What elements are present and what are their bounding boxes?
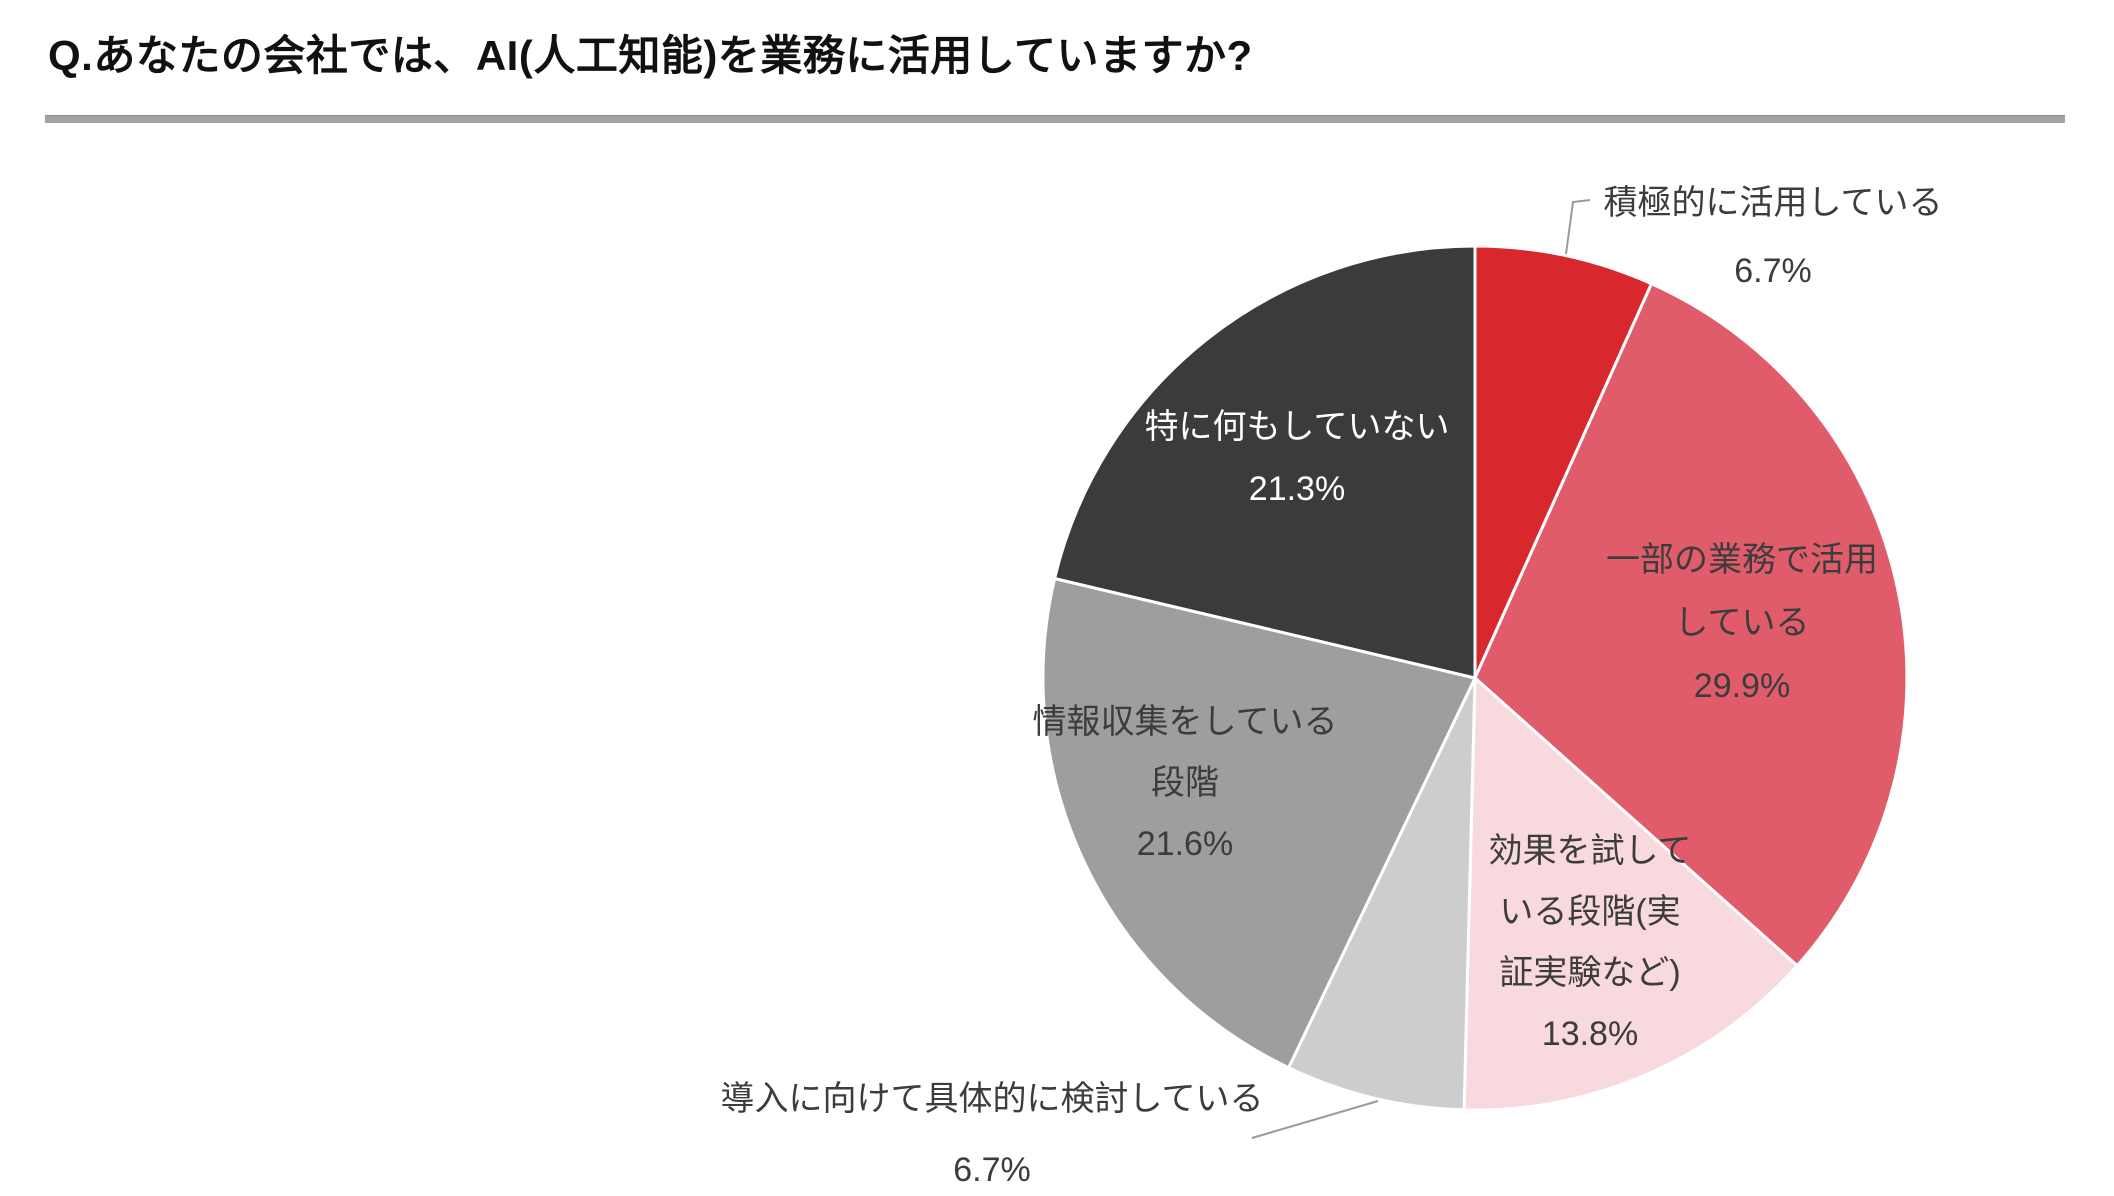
slice-label-4-line-2: 6.7%	[953, 1151, 1031, 1189]
pie-slice-6	[1053, 244, 1477, 680]
pie-slice-5	[1041, 577, 1477, 1070]
pie-slice-1	[1473, 244, 1653, 680]
pie-slice-3	[1462, 676, 1799, 1112]
slice-label-1-line-2: 6.7%	[1734, 252, 1812, 290]
pie-slice-4	[1287, 676, 1477, 1112]
slice-label-3-line-4: 13.8%	[1542, 1015, 1638, 1053]
slice-label-5-line-1: 情報収集をしている	[1033, 703, 1338, 741]
leader-line-2	[1251, 1100, 1379, 1139]
question-title: Q.あなたの会社では、AI(人工知能)を業務に活用していますか?	[48, 32, 1253, 79]
slice-label-2-line-1: 一部の業務で活用	[1606, 541, 1878, 579]
slice-label-3-line-2: いる段階(実	[1499, 893, 1680, 931]
slice-label-1-line-1: 積極的に活用している	[1604, 184, 1943, 222]
slice-label-3-line-3: 証実験など)	[1499, 954, 1680, 992]
slice-label-3-line-1: 効果を試して	[1489, 832, 1692, 870]
pie-slice-2	[1473, 282, 1909, 968]
slice-label-5-line-3: 21.6%	[1137, 825, 1233, 863]
slice-label-5-line-2: 段階	[1151, 764, 1219, 802]
slice-label-6-line-1: 特に何もしていない	[1145, 408, 1450, 446]
slice-label-2-line-2: している	[1675, 604, 1810, 642]
title-divider	[45, 115, 2065, 123]
slice-label-6-line-2: 21.3%	[1249, 470, 1345, 508]
slice-label-4-line-1: 導入に向けて具体的に検討している	[721, 1080, 1264, 1118]
slice-label-2-line-3: 29.9%	[1694, 667, 1790, 705]
leader-line-1	[1565, 199, 1591, 255]
